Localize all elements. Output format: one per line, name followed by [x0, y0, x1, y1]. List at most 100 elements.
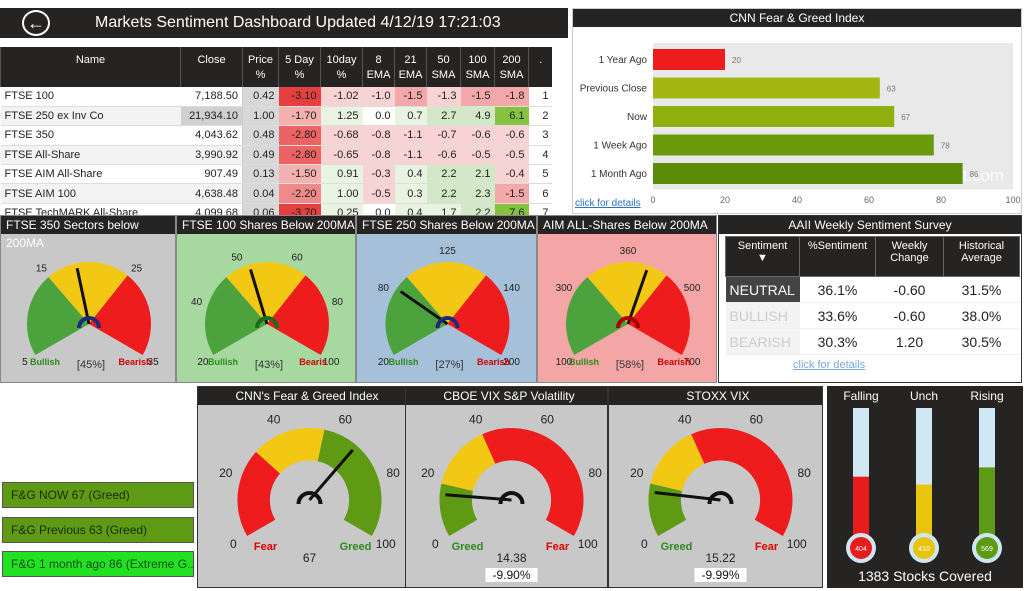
- aaii-header-change: Weekly Change: [875, 236, 944, 277]
- gauge-segment: [205, 277, 267, 355]
- gauge-segment: [447, 275, 510, 355]
- column-header[interactable]: 5 Day %: [278, 47, 321, 87]
- gauge-tick-label: 40: [678, 413, 692, 427]
- gauge-tick-label: 80: [589, 466, 603, 480]
- gauge-right-label: Fear: [546, 541, 570, 553]
- aaii-cell: 1.20: [875, 328, 944, 355]
- table-cell: FTSE AIM All-Share: [0, 164, 181, 185]
- table-cell: -2.80: [278, 145, 321, 166]
- fear-greed-details-link[interactable]: click for details: [575, 198, 641, 209]
- column-header[interactable]: Price %: [242, 47, 279, 87]
- table-cell: -3.10: [278, 87, 321, 107]
- bar[interactable]: [653, 134, 934, 156]
- big-gauge-svg: 0 20 40 60 80 100 Fear Greed 67: [219, 413, 400, 565]
- table-row[interactable]: FTSE 350 4,043.62 0.48 -2.80 -0.68 -0.8 -1.1 -0…: [0, 125, 552, 146]
- column-header[interactable]: Close: [180, 47, 243, 87]
- gauge-hub: [616, 316, 640, 329]
- gauge-change: -9.99%: [701, 568, 739, 582]
- gauge-segment: [89, 275, 151, 355]
- aaii-cell: -0.60: [875, 302, 944, 329]
- aaii-header-sentiment[interactable]: Sentiment ▼: [725, 236, 800, 277]
- table-cell: -2.20: [278, 183, 321, 204]
- index-table: Name Close Price % 5 Day % 10day % 8 EMA 21 EM…: [0, 47, 552, 215]
- thermo-fill: [979, 467, 995, 540]
- thermo-label: Unch: [910, 389, 938, 403]
- table-row[interactable]: FTSE AIM All-Share 907.49 0.13 -1.50 0.91 -0.…: [0, 164, 552, 185]
- aaii-row[interactable]: NEUTRAL 36.1% -0.60 31.5%: [725, 276, 1020, 303]
- bar-value-label: 78: [941, 142, 950, 151]
- back-arrow-icon[interactable]: ←: [22, 10, 50, 36]
- bar[interactable]: [653, 77, 880, 99]
- aaii-details-link[interactable]: click for details: [793, 359, 866, 371]
- category-label: 1 Month Ago: [591, 169, 648, 180]
- column-header[interactable]: 100 SMA: [460, 47, 495, 87]
- bar[interactable]: [653, 49, 725, 70]
- bar[interactable]: [653, 106, 895, 127]
- small-gauge-panel: FTSE 350 Sectors below 200MA 5 15 25 35 Bulli…: [0, 215, 176, 383]
- aaii-row[interactable]: BULLISH 33.6% -0.60 38.0%: [725, 302, 1020, 329]
- table-cell: -1.1: [394, 145, 427, 166]
- table-cell: -1.5: [494, 183, 529, 204]
- small-gauge-title: FTSE 250 Shares Below 200MA: [357, 216, 536, 234]
- aaii-cell: BULLISH: [725, 302, 800, 329]
- fg-button[interactable]: F&G Previous 63 (Greed): [2, 517, 194, 543]
- fg-button[interactable]: F&G NOW 67 (Greed): [2, 482, 194, 508]
- table-cell: 2.3: [460, 183, 495, 204]
- table-cell: -3.70: [278, 203, 321, 215]
- table-cell: 0.42: [242, 87, 279, 107]
- column-header[interactable]: 8 EMA: [362, 47, 395, 87]
- big-gauge-panel: CBOE VIX S&P Volatility 0 20 40 60 80 100 Greed…: [405, 386, 608, 588]
- gauge-tick-label: 40: [469, 413, 483, 427]
- gauge-tick-label: 25: [131, 263, 143, 274]
- gauge-bear-label: Bearish: [118, 357, 151, 367]
- gauge-right-label: Greed: [340, 541, 372, 553]
- table-cell: -0.5: [460, 145, 495, 166]
- gauge-tick-label: 100: [787, 537, 807, 551]
- table-row[interactable]: FTSE AIM 100 4,638.48 0.04 -2.20 1.00 -0.5 0.3…: [0, 183, 552, 204]
- table-row[interactable]: FTSE All-Share 3,990.92 0.49 -2.80 -0.65 -0.8…: [0, 145, 552, 166]
- aaii-row[interactable]: BEARISH 30.3% 1.20 30.5%: [725, 328, 1020, 355]
- breadth-thermometers: Falling 404 Unch 410 Rising 569 1383 Stocks C…: [827, 386, 1023, 588]
- table-cell: 4,099.68: [180, 203, 243, 215]
- aaii-title: AAII Weekly Sentiment Survey: [719, 216, 1021, 234]
- table-cell: 0.4: [394, 164, 427, 185]
- bar-value-label: 67: [901, 113, 910, 122]
- table-cell: FTSE 100: [0, 87, 181, 107]
- gauge-bull-label: Bullish: [208, 357, 238, 367]
- gauge-value: [45%]: [77, 359, 105, 371]
- gauge-bull-label: Bullish: [30, 357, 60, 367]
- column-header[interactable]: 200 SMA: [494, 47, 529, 87]
- fg-button[interactable]: F&G 1 month ago 86 (Extreme G...: [2, 551, 194, 577]
- change-box: [694, 568, 747, 582]
- column-header[interactable]: 21 EMA: [394, 47, 427, 87]
- table-cell: FTSE 250 ex Inv Co: [0, 106, 181, 127]
- gauge-bear-label: Bearish: [657, 357, 690, 367]
- column-header[interactable]: 50 SMA: [426, 47, 461, 87]
- table-cell: 2.1: [460, 164, 495, 185]
- gauge-segment: [48, 262, 128, 324]
- column-header[interactable]: .: [528, 47, 552, 87]
- gauge-tick-label: 100: [323, 357, 340, 368]
- table-row[interactable]: FTSE 100 7,188.50 0.42 -3.10 -1.02 -1.0 -1.5 -1…: [0, 87, 552, 107]
- aaii-cell: 33.6%: [799, 302, 876, 329]
- category-label: 1 Year Ago: [599, 55, 648, 66]
- bar[interactable]: [653, 163, 963, 184]
- table-row[interactable]: FTSE TechMARK All-Share 4,099.68 0.06 -3.70…: [0, 203, 552, 215]
- gauge-tick-label: 20: [197, 357, 209, 368]
- table-cell: -0.5: [362, 183, 395, 204]
- aaii-cell: 38.0%: [943, 302, 1020, 329]
- gauge-tick-label: 80: [798, 466, 812, 480]
- gauge-tick-label: 40: [191, 297, 203, 308]
- column-header[interactable]: 10day %: [320, 47, 363, 87]
- gauge-tick-label: 125: [439, 246, 456, 257]
- table-row[interactable]: FTSE 250 ex Inv Co 21,934.10 1.00 -1.70 1.25…: [0, 106, 552, 127]
- small-gauge-svg: 100 300 360 500 700 Bullish Bearish [58%]: [556, 246, 701, 371]
- category-label: 1 Week Ago: [593, 141, 647, 152]
- gauge-tick-label: 60: [339, 413, 353, 427]
- table-cell: -0.5: [494, 145, 529, 166]
- gauge-value: 15.22: [705, 551, 735, 565]
- gauge-value: [27%]: [435, 359, 463, 371]
- gauge-hub: [296, 491, 323, 505]
- column-header[interactable]: Name: [0, 47, 181, 87]
